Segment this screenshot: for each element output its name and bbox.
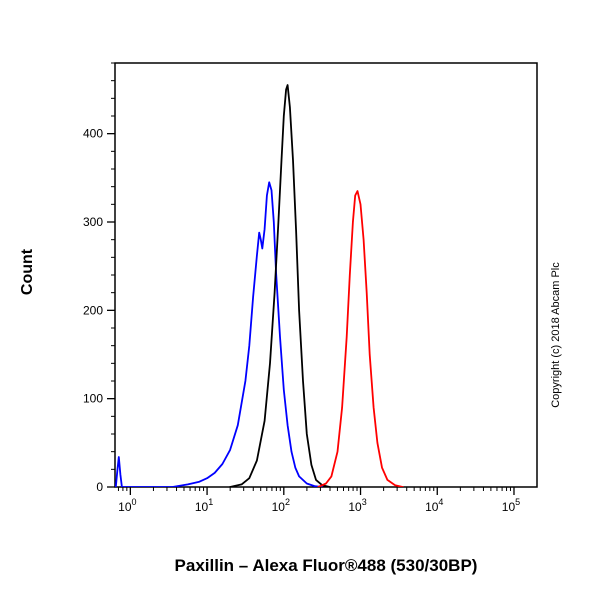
- y-tick-label: 400: [83, 127, 103, 141]
- x-tick-label: 103: [348, 497, 366, 514]
- y-tick-label: 100: [83, 392, 103, 406]
- x-tick-label: 105: [502, 497, 520, 514]
- x-tick-label: 100: [118, 497, 136, 514]
- x-tick-label: 102: [272, 497, 290, 514]
- copyright-text: Copyright (c) 2018 Abcam Plc: [550, 262, 562, 408]
- y-tick-label: 0: [96, 480, 103, 494]
- blue-curve: [115, 181, 324, 487]
- x-tick-label: 101: [195, 497, 213, 514]
- y-tick-label: 200: [83, 303, 103, 317]
- chart-title: Paxillin – Alexa Fluor®488 (530/30BP): [174, 556, 478, 575]
- black-curve: [229, 84, 331, 487]
- red-curve: [317, 190, 404, 487]
- y-tick-label: 300: [83, 215, 103, 229]
- plot-box: [114, 62, 538, 488]
- x-tick-label: 104: [425, 497, 443, 514]
